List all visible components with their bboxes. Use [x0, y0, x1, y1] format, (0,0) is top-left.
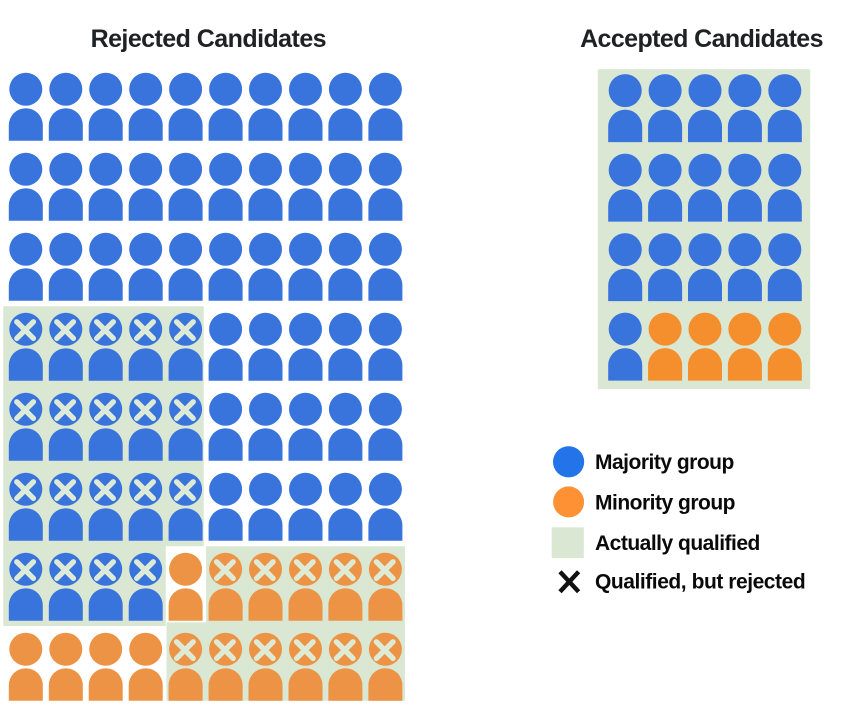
svg-text:Accepted Candidates: Accepted Candidates	[580, 25, 823, 53]
svg-text:Minority group: Minority group	[595, 491, 735, 514]
svg-text:Actually qualified: Actually qualified	[595, 532, 760, 555]
svg-text:Qualified, but rejected: Qualified, but rejected	[595, 571, 805, 594]
svg-text:Rejected Candidates: Rejected Candidates	[91, 25, 326, 53]
svg-text:Majority group: Majority group	[595, 451, 734, 474]
